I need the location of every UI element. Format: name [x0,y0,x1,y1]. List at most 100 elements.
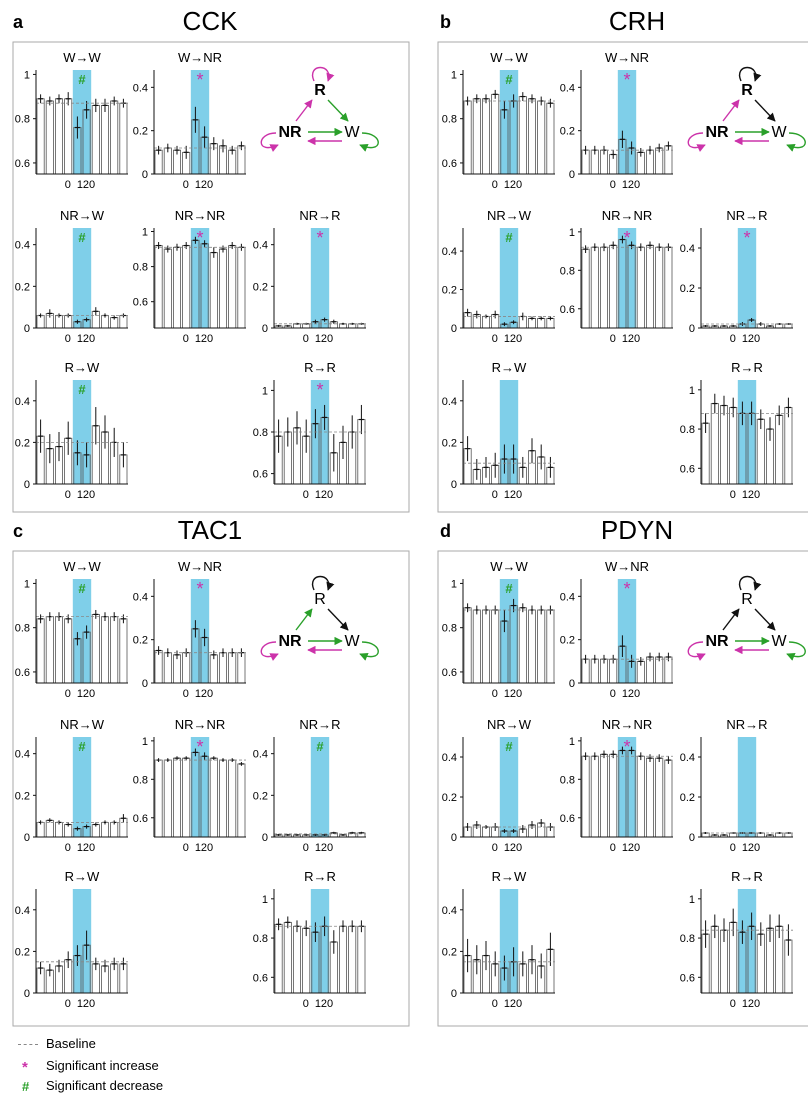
subplot: W→W 0.6 0.8 1 0 120 # [442,50,555,191]
subplot-title: NR→W [60,717,105,732]
subplot-title: R→W [65,869,100,884]
y-tick-label: 0.4 [15,240,30,252]
bar [546,102,555,175]
bar [45,100,54,175]
bar [101,616,110,684]
panel-title: PDYN [601,515,673,545]
subplot: NR→W 0 0.2 0.4 0 120 # [15,717,128,854]
subplot: NR→W 0 0.2 0.4 0 120 # [442,208,555,345]
bar [172,246,181,329]
y-tick-label: 0 [569,678,575,690]
subplot: W→W 0.6 0.8 1 0 120 # [442,559,555,700]
panel-title: TAC1 [178,515,243,545]
bar [664,759,673,838]
panel-letter: c [13,521,23,541]
bar [237,246,246,329]
legend-baseline-swatch [18,1044,38,1045]
stimulation-band [737,737,757,837]
bar [110,616,119,684]
significant-increase-mark: * [316,380,323,400]
bar [581,755,590,838]
subplot-title: NR→W [487,717,532,732]
arrow-NR-to-R [295,99,313,122]
y-tick-label: 1 [689,894,695,906]
bar [45,819,54,838]
x-tick-label: 120 [742,333,760,345]
y-tick-label: 0.8 [560,265,575,277]
stimulation-band [72,228,92,328]
x-tick-label: 120 [504,842,522,854]
legend-decrease-label: Significant decrease [46,1078,164,1093]
y-tick-label: 0.6 [680,463,695,475]
y-tick-label: 1 [569,227,575,239]
significant-decrease-mark: # [505,72,513,87]
self-loop-NR [687,641,706,661]
subplot-title: NR→NR [175,717,226,732]
y-tick-label: 0.8 [15,623,30,635]
bar [729,407,738,485]
y-tick-label: 0.6 [442,667,457,679]
self-loop-NR [687,132,706,152]
bar [784,407,793,485]
panel-letter: b [440,12,451,32]
y-tick-label: 0.6 [253,469,268,481]
bar [154,759,163,838]
bar [218,652,227,684]
bar [182,652,191,684]
x-tick-label: 120 [315,333,333,345]
y-tick-label: 0.4 [560,591,575,603]
state-diagram: R NR W [687,66,806,152]
bar [218,248,227,329]
y-tick-label: 1 [24,578,30,590]
stimulation-band [72,579,92,683]
bar [348,925,357,994]
subplot-title: W→W [490,559,528,574]
y-tick-label: 0.4 [442,905,457,917]
y-tick-label: 0.8 [560,774,575,786]
significant-increase-mark: * [623,579,630,599]
state-diagram: R NR W [687,575,806,661]
x-tick-label: 120 [742,842,760,854]
bar [237,763,246,838]
subplot-title: R→R [304,869,336,884]
self-loop-R [311,66,335,82]
subplot-title: R→R [731,869,763,884]
significant-increase-mark: * [196,228,203,248]
y-tick-label: 0.4 [680,243,695,255]
self-loop-R [738,575,762,591]
subplot: R→R 0.6 0.8 1 0 120 [680,869,793,1010]
bar [209,757,218,838]
bar [172,757,181,838]
x-tick-label: 120 [77,842,95,854]
x-tick-label: 0 [65,333,71,345]
x-tick-label: 0 [183,179,189,191]
x-tick-label: 120 [504,333,522,345]
subplot-title: W→W [63,50,101,65]
bar [528,609,537,684]
subplot-title: R→W [65,360,100,375]
y-tick-label: 0.2 [15,437,30,449]
arrow-NR-to-R [722,99,740,122]
y-tick-label: 0 [451,988,457,1000]
x-tick-label: 120 [77,489,95,501]
significant-decrease-mark: # [78,230,86,245]
bar [655,757,664,838]
stimulation-band [310,228,330,328]
y-tick-label: 0.2 [15,281,30,293]
subplot: W→NR 0 0.2 0.4 0 120 * [560,559,673,700]
significant-increase-mark: * [196,579,203,599]
bar [528,98,537,175]
stimulation-band [499,737,519,837]
significant-decrease-mark: # [505,230,513,245]
x-tick-label: 120 [315,489,333,501]
y-tick-label: 0 [451,832,457,844]
y-tick-label: 0.2 [442,792,457,804]
subplot-title: R→R [731,360,763,375]
y-tick-label: 0.2 [15,946,30,958]
panel-title: CRH [609,6,665,36]
x-tick-label: 120 [622,688,640,700]
y-tick-label: 0.6 [560,304,575,316]
significant-decrease-mark: # [78,72,86,87]
significant-increase-mark: * [623,70,630,90]
bar [163,248,172,329]
